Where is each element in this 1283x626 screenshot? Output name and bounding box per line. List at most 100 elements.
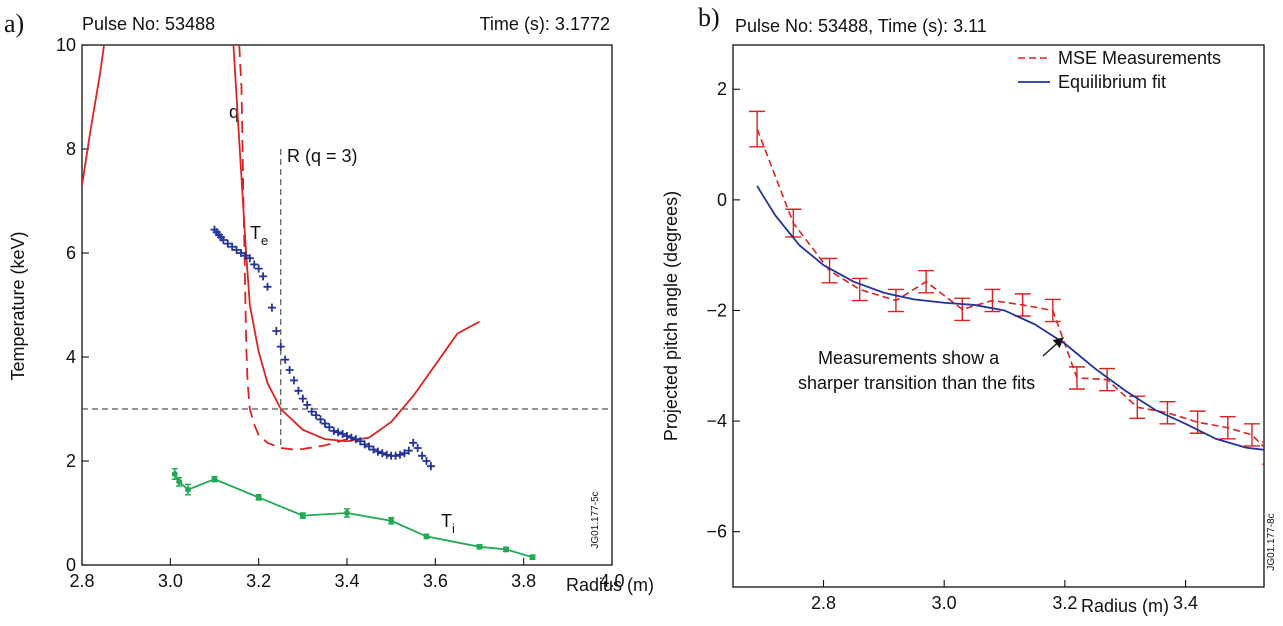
panel-b-label: b) xyxy=(698,3,720,32)
te-data-point xyxy=(413,444,422,452)
mse-error-bar xyxy=(749,110,766,148)
panel-b-x-axis-title: Radius (m) xyxy=(1081,596,1169,616)
ti-data-point xyxy=(423,533,430,540)
te-data-point xyxy=(382,450,391,459)
te-data-point xyxy=(298,394,307,403)
ti-data-point xyxy=(503,546,509,553)
te-data-point xyxy=(312,411,321,420)
te-data-point xyxy=(351,435,360,444)
te-data-point xyxy=(343,432,351,441)
mse-error-bar xyxy=(954,297,971,322)
te-data-point xyxy=(219,236,228,244)
panel-a-y-tick-label: 4 xyxy=(66,347,76,367)
panel-b-plot-frame xyxy=(732,44,1265,588)
te-data-point xyxy=(418,451,427,460)
te-data-point xyxy=(245,254,254,263)
r-q3-label: R (q = 3) xyxy=(287,146,358,166)
panel-a-y-tick-label: 6 xyxy=(66,243,76,263)
te-data-point xyxy=(347,433,356,442)
q-label: q xyxy=(229,102,239,122)
legend-label-equilibrium-fit: Equilibrium fit xyxy=(1058,72,1166,92)
te-data-point xyxy=(400,449,409,458)
te-data-point xyxy=(316,415,325,424)
te-data-point xyxy=(307,407,316,416)
mse-error-bar xyxy=(851,277,868,302)
panel-b: b) Pulse No: 53488, Time (s): 3.11 Radiu… xyxy=(661,3,1277,616)
te-data-point xyxy=(303,400,312,409)
te-data-point xyxy=(254,264,263,273)
mse-error-bar xyxy=(1219,415,1236,440)
panel-b-y-axis-title: Projected pitch angle (degrees) xyxy=(661,191,681,441)
panel-a-y-tick-label: 10 xyxy=(56,35,76,55)
te-data-point xyxy=(285,366,294,374)
te-data-point xyxy=(223,239,232,248)
annotation-line-1: Measurements show a xyxy=(818,348,1000,368)
panel-a-x-tick-label: 2.8 xyxy=(69,571,94,591)
series-q-left-line xyxy=(82,45,105,186)
te-data-point xyxy=(259,272,268,281)
te-data-point xyxy=(373,447,382,456)
ti-label: Ti xyxy=(441,511,455,536)
panel-a-plot-area: 2.8 3.0 3.2 3.4 3.6 3.8 4.0 0 2 4 6 8 10 xyxy=(56,35,625,591)
ti-data-point xyxy=(185,486,191,493)
mse-error-bar xyxy=(821,257,838,284)
panel-a-y-axis-title: Temperature (keV) xyxy=(8,231,28,380)
annotation-line-2: sharper transition than the fits xyxy=(798,373,1035,393)
panel-a-y-tick-label: 2 xyxy=(66,451,76,471)
te-data-point xyxy=(356,437,365,446)
mse-error-bar xyxy=(1099,367,1116,392)
mse-error-bar xyxy=(1044,298,1061,323)
mse-error-bar xyxy=(785,208,802,238)
panel-a-x-tick-label: 3.8 xyxy=(511,571,536,591)
te-data-point xyxy=(228,242,237,251)
te-data-point xyxy=(334,428,343,437)
te-data-point xyxy=(404,446,413,455)
panel-b-y-tick-label: −2 xyxy=(706,300,727,320)
te-data-point xyxy=(338,429,347,438)
panel-a-x-tick-label: 3.0 xyxy=(158,571,183,591)
ti-data-point xyxy=(255,494,262,501)
panel-b-x-tick-label: 3.0 xyxy=(932,593,957,613)
te-data-point xyxy=(391,451,400,460)
te-data-point xyxy=(422,457,431,465)
te-data-point xyxy=(263,282,272,291)
te-data-point xyxy=(294,386,303,395)
panel-a-label: a) xyxy=(4,9,24,38)
mse-error-bar xyxy=(1159,401,1176,425)
panel-a-pulse-header: Pulse No: 53488 xyxy=(82,14,215,34)
series-q-main-line xyxy=(232,45,480,443)
te-data-point xyxy=(241,251,250,260)
legend: MSE Measurements Equilibrium fit xyxy=(1018,48,1221,92)
mse-error-bar xyxy=(1014,293,1031,317)
series-mse-measurements-line xyxy=(756,128,1264,449)
te-data-point xyxy=(369,445,378,454)
panel-b-x-tick-label: 3.2 xyxy=(1052,593,1077,613)
panel-a-plot-frame xyxy=(81,44,613,566)
mse-error-bar xyxy=(918,269,935,294)
te-data-point xyxy=(396,450,404,459)
ti-data-point xyxy=(529,554,536,561)
panel-a: a) Pulse No: 53488 Time (s): 3.1772 Radi… xyxy=(4,9,654,595)
te-data-point xyxy=(250,260,259,269)
panel-a-time-header: Time (s): 3.1772 xyxy=(480,14,610,34)
annotation-arrow xyxy=(1042,337,1064,357)
ti-data-point xyxy=(388,517,395,524)
mse-error-bar xyxy=(887,288,904,313)
legend-label-mse-measurements: MSE Measurements xyxy=(1058,48,1221,68)
panel-b-y-tick-label: −4 xyxy=(706,411,727,431)
panel-b-y-tick-label: 2 xyxy=(717,79,727,99)
panel-a-y-tick-label: 0 xyxy=(66,555,76,575)
mse-error-bar xyxy=(1243,423,1260,447)
te-label: Te xyxy=(250,223,268,248)
mse-error-bar xyxy=(1068,366,1085,390)
te-data-point xyxy=(276,342,285,351)
te-data-point xyxy=(365,442,374,451)
panel-b-x-tick-label: 3.4 xyxy=(1173,593,1198,613)
te-data-point xyxy=(360,440,369,449)
panel-a-x-tick-label: 3.6 xyxy=(423,571,448,591)
ti-data-point xyxy=(171,471,178,477)
panel-a-plot-id: JG01.177-5c xyxy=(590,491,601,548)
panel-b-x-tick-label: 2.8 xyxy=(811,593,836,613)
ti-data-point xyxy=(176,478,183,485)
